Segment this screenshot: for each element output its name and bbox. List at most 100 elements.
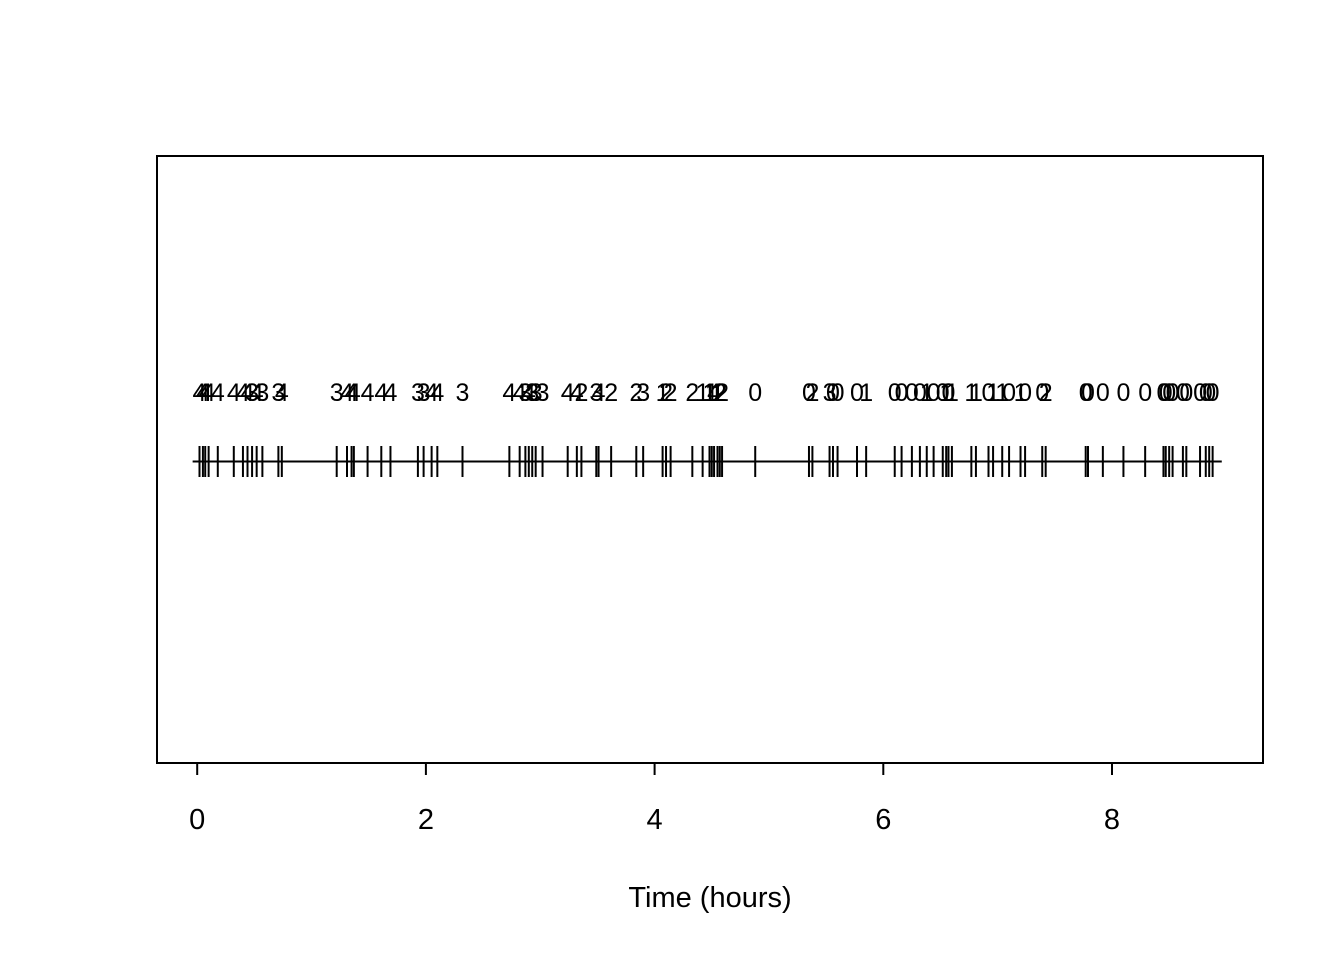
event-count-label: 4 bbox=[347, 379, 361, 407]
event-count-label: 0 bbox=[831, 379, 845, 407]
event-count-label: 1 bbox=[696, 379, 710, 407]
event-count-label: 3 bbox=[255, 379, 269, 407]
event-count-label: 1 bbox=[920, 379, 934, 407]
event-count-label: 0 bbox=[1176, 379, 1190, 407]
event-count-label: 0 bbox=[1193, 379, 1207, 407]
event-count-label: 1 bbox=[859, 379, 873, 407]
event-count-label: 0 bbox=[802, 379, 816, 407]
event-count-label: 1 bbox=[705, 379, 719, 407]
event-count-label: 1 bbox=[964, 379, 978, 407]
event-count-label: 1 bbox=[945, 379, 959, 407]
event-count-label: 4 bbox=[430, 379, 444, 407]
x-axis-title: Time (hours) bbox=[628, 882, 791, 914]
event-count-label: 4 bbox=[198, 379, 212, 407]
event-count-label: 0 bbox=[1079, 379, 1093, 407]
event-count-label: 0 bbox=[936, 379, 950, 407]
event-count-label: 4 bbox=[236, 379, 250, 407]
event-count-label: 0 bbox=[1202, 379, 1216, 407]
event-count-label: 0 bbox=[888, 379, 902, 407]
event-count-label: 0 bbox=[1166, 379, 1180, 407]
event-count-label: 1 bbox=[986, 379, 1000, 407]
event-count-label: 4 bbox=[193, 379, 207, 407]
event-count-label: 3 bbox=[417, 379, 431, 407]
x-axis-layer: 0 2 4 6 8 bbox=[189, 763, 1120, 836]
event-count-label: 1 bbox=[656, 379, 670, 407]
event-count-label: 0 bbox=[905, 379, 919, 407]
x-axis-tick-label: 6 bbox=[875, 804, 891, 836]
event-count-label: 0 bbox=[1081, 379, 1095, 407]
event-count-label: 4 bbox=[570, 379, 584, 407]
event-count-label: 0 bbox=[913, 379, 927, 407]
plot-border bbox=[156, 155, 1264, 764]
event-count-label: 4 bbox=[241, 379, 255, 407]
event-count-label: 1 bbox=[1014, 379, 1028, 407]
event-count-label: 4 bbox=[250, 379, 264, 407]
event-count-label: 3 bbox=[245, 379, 259, 407]
event-count-label: 3 bbox=[536, 379, 550, 407]
event-count-label: 4 bbox=[211, 379, 225, 407]
event-count-label: 0 bbox=[748, 379, 762, 407]
event-tick-layer bbox=[198, 446, 1214, 477]
event-count-label: 3 bbox=[589, 379, 603, 407]
event-count-label: 0 bbox=[1116, 379, 1130, 407]
event-count-label: 0 bbox=[1002, 379, 1016, 407]
event-count-label: 0 bbox=[927, 379, 941, 407]
event-count-label: 0 bbox=[1159, 379, 1173, 407]
event-count-label: 2 bbox=[659, 379, 673, 407]
event-count-label: 4 bbox=[374, 379, 388, 407]
event-count-label: 2 bbox=[1039, 379, 1053, 407]
event-count-label: 2 bbox=[604, 379, 618, 407]
event-count-label: 3 bbox=[330, 379, 344, 407]
event-count-label: 3 bbox=[518, 379, 532, 407]
event-count-label: 4 bbox=[561, 379, 575, 407]
event-count-label: 4 bbox=[345, 379, 359, 407]
event-count-label: 0 bbox=[1179, 379, 1193, 407]
event-count-label: 1 bbox=[939, 379, 953, 407]
x-axis-tick-label: 4 bbox=[647, 804, 663, 836]
event-count-label: 3 bbox=[456, 379, 470, 407]
event-count-label: 4 bbox=[275, 379, 289, 407]
event-count-label: 2 bbox=[664, 379, 678, 407]
event-count-label: 3 bbox=[636, 379, 650, 407]
event-count-label: 2 bbox=[574, 379, 588, 407]
event-count-label: 4 bbox=[202, 379, 216, 407]
event-count-label: 4 bbox=[361, 379, 375, 407]
event-count-label: 1 bbox=[703, 379, 717, 407]
event-count-label: 2 bbox=[713, 379, 727, 407]
event-count-label: 0 bbox=[1035, 379, 1049, 407]
event-count-label: 4 bbox=[522, 379, 536, 407]
event-count-label: 4 bbox=[340, 379, 354, 407]
event-count-label: 4 bbox=[227, 379, 241, 407]
x-axis-tick-label: 2 bbox=[418, 804, 434, 836]
event-count-label: 0 bbox=[1018, 379, 1032, 407]
event-count-label: 0 bbox=[826, 379, 840, 407]
event-count-label: 2 bbox=[685, 379, 699, 407]
x-axis-tick-label: 0 bbox=[189, 804, 205, 836]
event-count-label: 4 bbox=[425, 379, 439, 407]
x-axis-tick-label: 8 bbox=[1104, 804, 1120, 836]
event-count-label: 1 bbox=[711, 379, 725, 407]
event-count-label: 4 bbox=[502, 379, 516, 407]
event-count-label: 0 bbox=[1138, 379, 1152, 407]
event-count-label: 1 bbox=[969, 379, 983, 407]
event-count-label: 3 bbox=[525, 379, 539, 407]
event-count-label: 4 bbox=[513, 379, 527, 407]
event-count-label: 3 bbox=[411, 379, 425, 407]
event-count-label: 4 bbox=[196, 379, 210, 407]
event-count-label: 4 bbox=[707, 379, 721, 407]
event-count-label: 3 bbox=[271, 379, 285, 407]
event-count-label: 0 bbox=[982, 379, 996, 407]
event-count-label: 3 bbox=[529, 379, 543, 407]
event-count-label: 0 bbox=[895, 379, 909, 407]
event-count-label: 2 bbox=[805, 379, 819, 407]
event-count-label: 2 bbox=[715, 379, 729, 407]
event-count-label: 2 bbox=[629, 379, 643, 407]
event-count-label: 0 bbox=[942, 379, 956, 407]
event-count-label: 1 bbox=[995, 379, 1009, 407]
event-count-label: 0 bbox=[1157, 379, 1171, 407]
event-count-label: 0 bbox=[1162, 379, 1176, 407]
event-count-label: 4 bbox=[592, 379, 606, 407]
